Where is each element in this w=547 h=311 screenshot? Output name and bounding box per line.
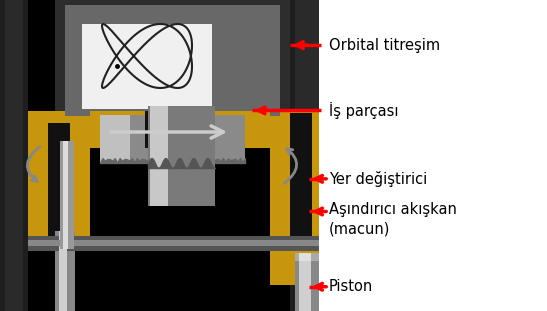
Bar [295, 259, 330, 311]
Bar [59, 231, 67, 311]
Text: Orbital titreşim: Orbital titreşim [329, 38, 440, 53]
Bar [319, 0, 547, 311]
Bar [55, 0, 290, 121]
Bar [290, 0, 340, 311]
Text: İş parçası: İş parçası [329, 102, 399, 119]
Text: Piston: Piston [329, 279, 373, 294]
Bar [100, 115, 130, 163]
Bar [48, 123, 70, 243]
Bar [90, 111, 270, 148]
Bar [28, 111, 340, 148]
Bar [270, 140, 332, 285]
Text: Aşındırıcı akışkan
(macun): Aşındırıcı akışkan (macun) [329, 202, 457, 236]
Bar [295, 0, 335, 311]
Bar [290, 113, 312, 243]
Bar [145, 111, 215, 148]
Bar [299, 253, 311, 261]
Bar [65, 5, 280, 116]
Bar [148, 106, 215, 206]
Bar [63, 141, 68, 249]
Bar [295, 253, 330, 261]
Bar [150, 106, 168, 206]
Bar [90, 111, 270, 148]
Bar [299, 259, 311, 311]
Bar [28, 236, 340, 251]
Bar [60, 141, 74, 249]
Text: Yer değiştirici: Yer değiştirici [329, 171, 427, 187]
Bar [5, 0, 23, 311]
Bar [100, 115, 245, 163]
Bar [28, 240, 340, 246]
Bar [82, 24, 212, 109]
Bar [0, 0, 28, 311]
Bar [28, 111, 90, 243]
Bar [55, 231, 75, 311]
